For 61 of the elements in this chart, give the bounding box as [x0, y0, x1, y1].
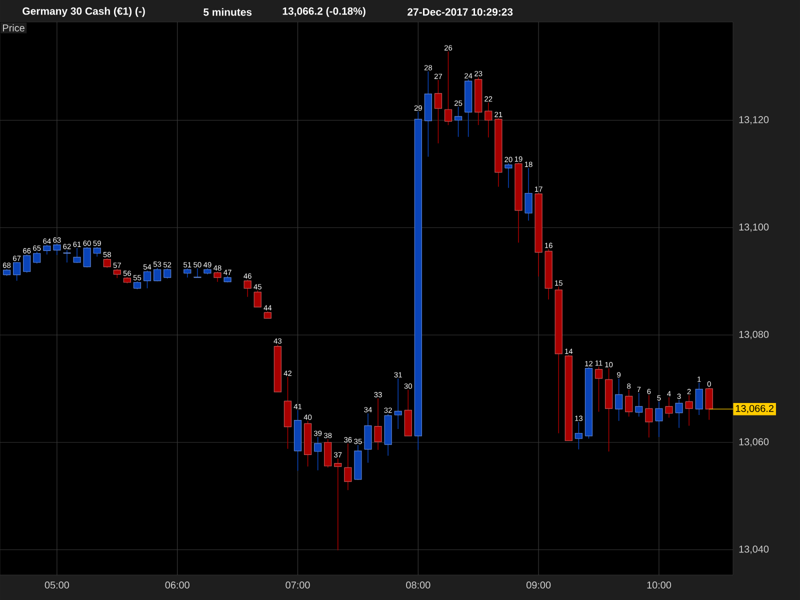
candlestick [675, 400, 683, 428]
candlestick [53, 243, 61, 256]
x-tick-label: 06:00 [165, 582, 190, 589]
candlestick [184, 268, 192, 278]
x-tick-label: 10:00 [647, 582, 672, 589]
y-axis-title: Price [3, 24, 24, 32]
candlestick [645, 394, 653, 438]
candlestick [113, 268, 121, 278]
y-tick-label: 13,100 [739, 224, 769, 232]
y-tick-label: 13,080 [739, 330, 769, 340]
candlestick [83, 246, 91, 268]
candlestick [73, 248, 81, 264]
candlestick [63, 250, 71, 263]
candlestick [434, 80, 442, 144]
y-tick-label: 13,060 [739, 438, 769, 446]
x-tick-label: 09:00 [526, 582, 551, 589]
text: 27-Dec-2017 10:29:23 [408, 8, 513, 16]
candlestick [93, 246, 101, 258]
candlestick [615, 378, 623, 422]
text: 5 minutes [204, 8, 252, 16]
candlestick [334, 458, 342, 551]
candlestick [394, 378, 402, 430]
candlestick [254, 290, 262, 308]
candlestick [594, 366, 603, 412]
candlestick [43, 244, 51, 255]
candlestick [484, 102, 492, 138]
candlestick [705, 387, 713, 420]
candlestick [524, 168, 532, 222]
candlestick [374, 398, 382, 450]
y-tick-label: 13,040 [739, 546, 769, 554]
candlestick [23, 254, 31, 274]
chart-title: Germany 30 Cash (€1) (-) [22, 7, 145, 17]
candlestick [214, 271, 222, 282]
x-tick-label: 07:00 [286, 582, 310, 589]
candlestick [153, 267, 162, 282]
y-tick-label: 13,120 [739, 116, 769, 124]
candlestick [635, 392, 643, 417]
candlestick [13, 262, 21, 282]
candlestick [244, 279, 252, 298]
x-tick-label: 05:00 [44, 582, 70, 589]
candlestick [164, 268, 172, 280]
candlestick [33, 251, 41, 264]
x-tick-label: 08:00 [406, 582, 430, 589]
candlestick [574, 422, 583, 450]
candlestick [504, 162, 512, 188]
candlestick [444, 51, 452, 126]
candlestick [655, 401, 663, 438]
text: 13,066.2 (-0.18%) [282, 7, 366, 17]
candlestick [194, 268, 202, 278]
candlestick [103, 258, 111, 268]
ref-line-label: 13,066.2 [736, 404, 774, 414]
candlestick [625, 389, 633, 417]
candlestick [364, 412, 372, 464]
candlestick [454, 106, 462, 138]
candlestick [143, 270, 152, 289]
candlestick [344, 443, 352, 491]
candlestick [665, 396, 673, 418]
candlestick [324, 438, 332, 468]
candlestick [695, 382, 703, 416]
candlestick [685, 394, 693, 426]
candlestick [314, 436, 322, 471]
